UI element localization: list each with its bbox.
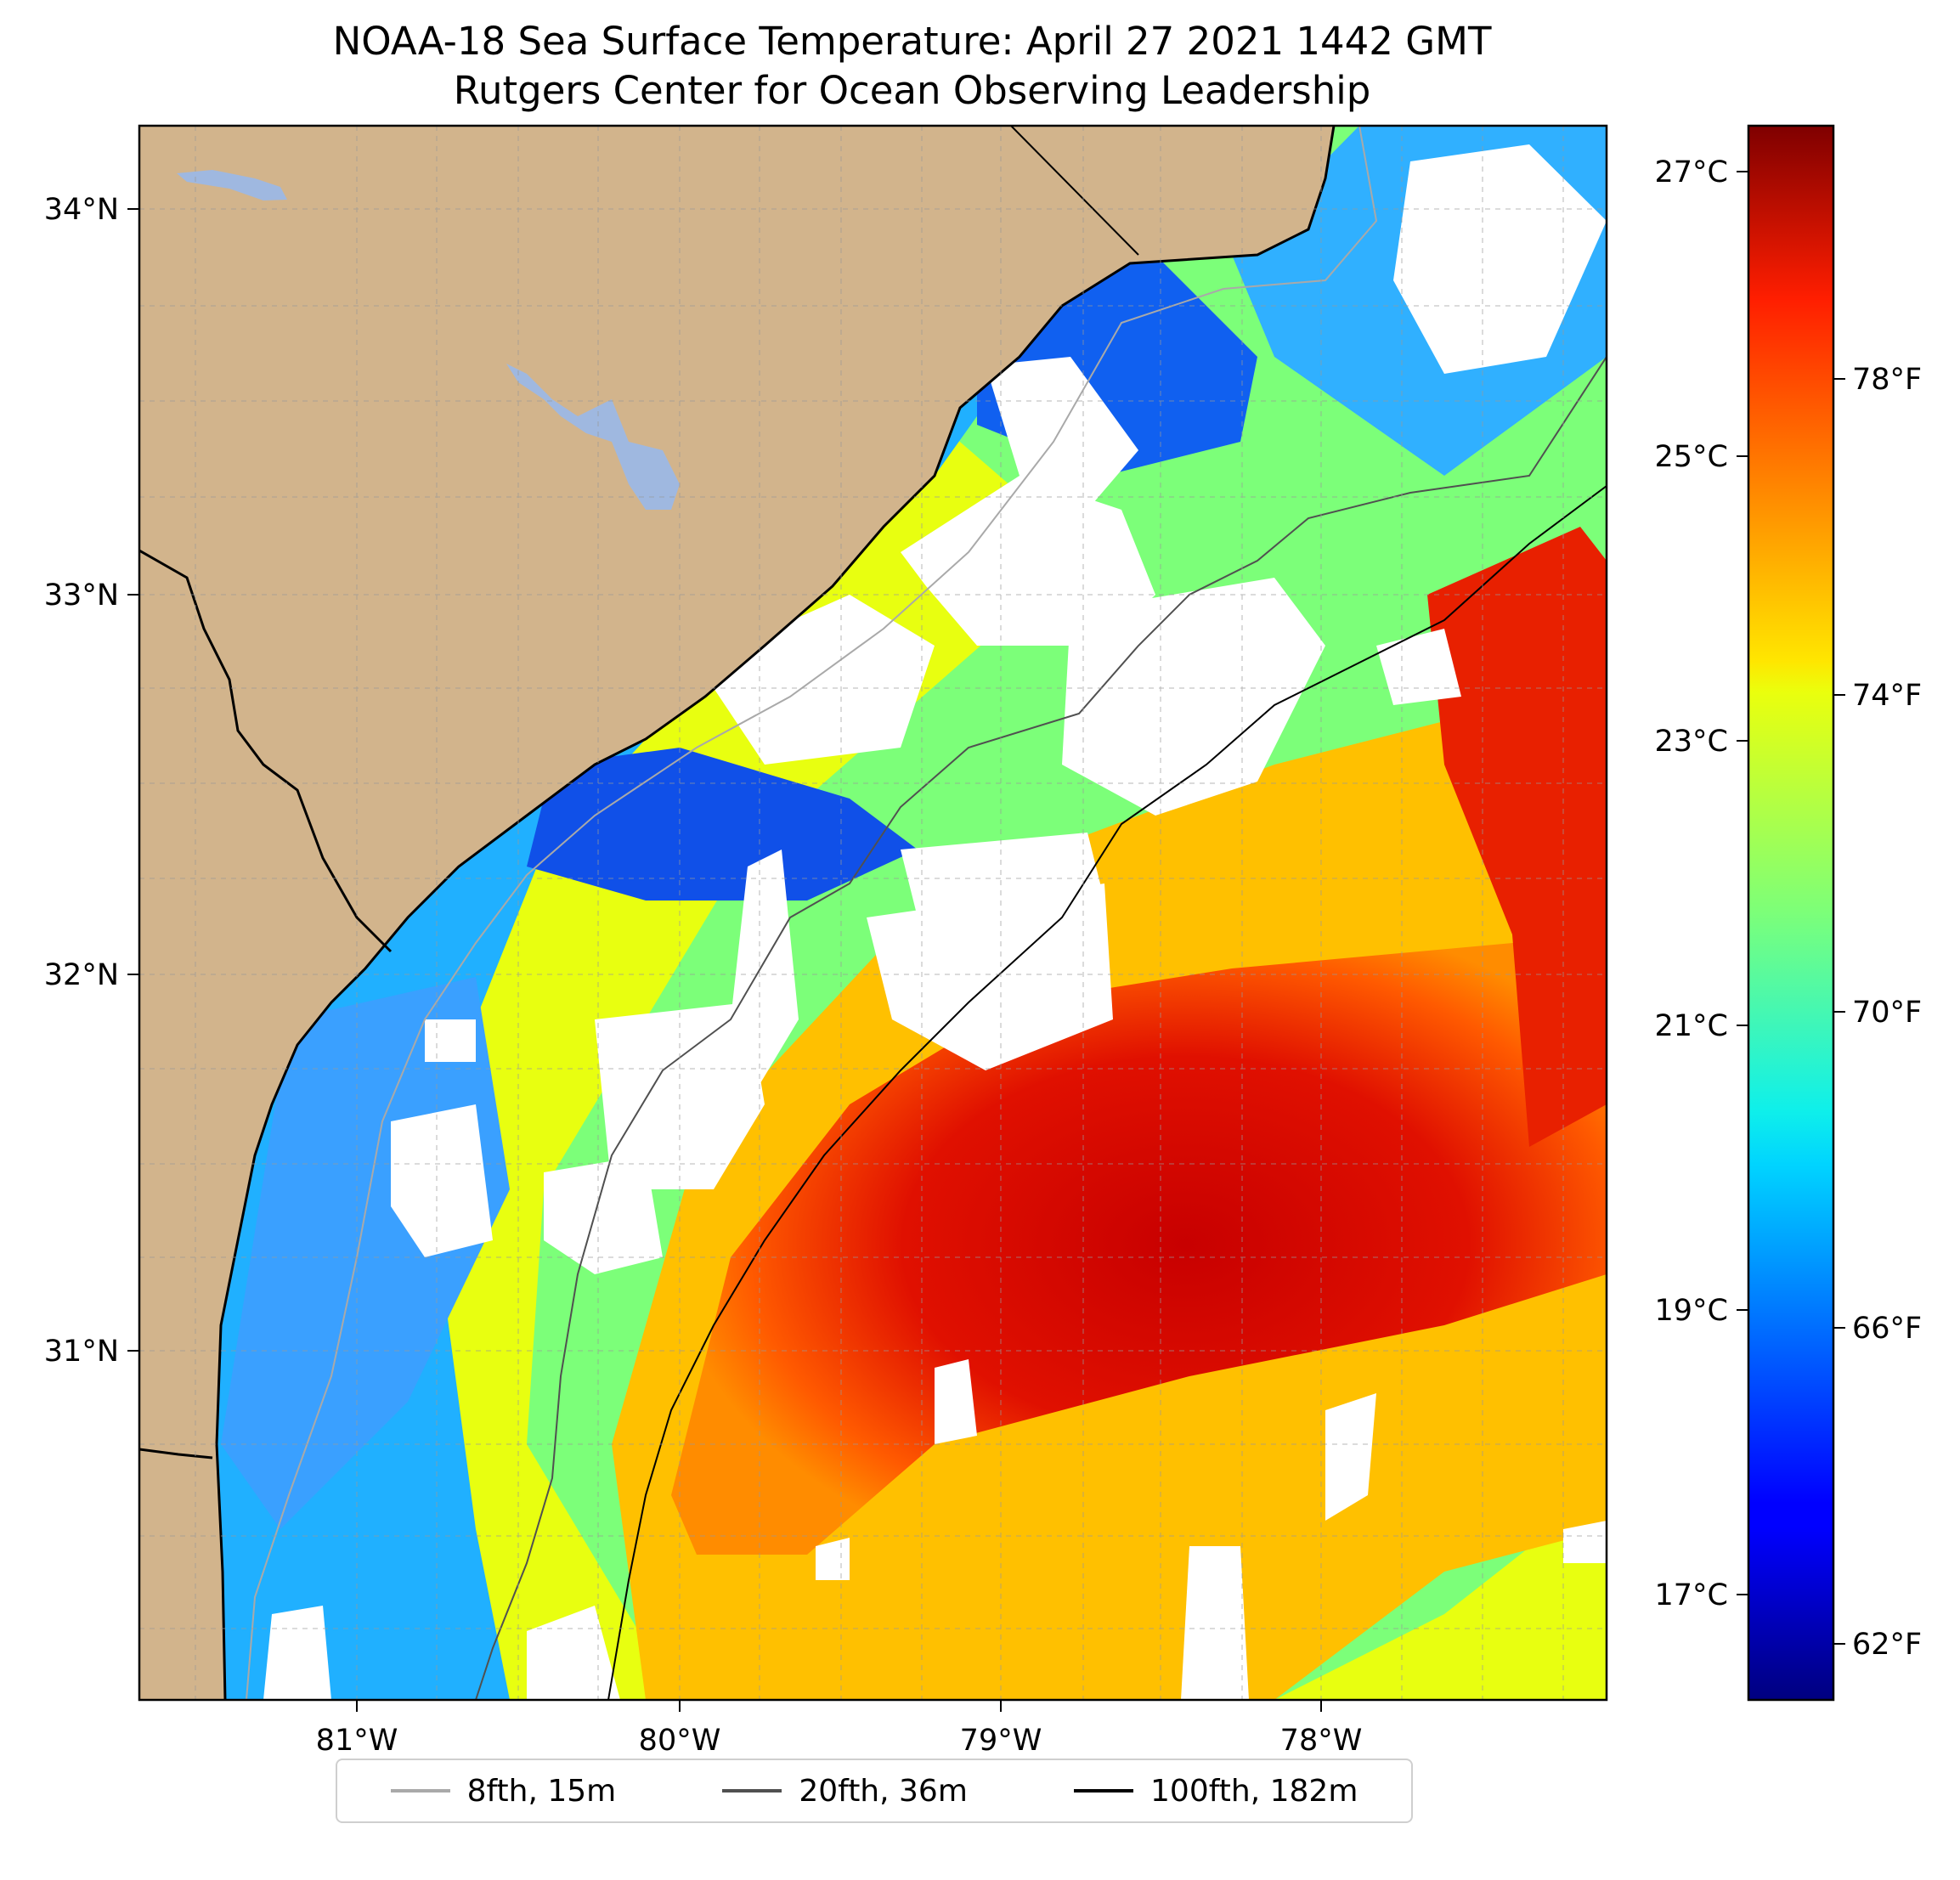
lat-tick-label: 32°N xyxy=(44,958,119,992)
colorbar-fahrenheit-label: 62°F xyxy=(1852,1628,1922,1662)
lat-tick-label: 33°N xyxy=(44,579,119,613)
colorbar-gradient xyxy=(1747,124,1835,1702)
colorbar-celsius-label: 25°C xyxy=(1655,440,1728,474)
legend-label: 100fth, 182m xyxy=(1150,1773,1358,1809)
lat-tick-label: 34°N xyxy=(44,193,119,227)
legend-item-8fth: 8fth, 15m xyxy=(390,1773,617,1809)
gulf-stream-core xyxy=(671,934,1607,1555)
lon-tick-label: 79°W xyxy=(960,1724,1042,1758)
legend-label: 20fth, 36m xyxy=(799,1773,968,1809)
legend-item-20fth: 20fth, 36m xyxy=(722,1774,968,1809)
lon-axis: 81°W 80°W 79°W 78°W xyxy=(316,1700,1363,1758)
colorbar-celsius-label: 17°C xyxy=(1655,1578,1728,1612)
legend-item-100fth: 100fth, 182m xyxy=(1074,1774,1358,1809)
state-border-nc-sc xyxy=(1010,126,1139,256)
map-area xyxy=(139,126,1607,1700)
isobath-8fth xyxy=(246,126,1378,1700)
colorbar-celsius-label: 23°C xyxy=(1655,725,1728,759)
colorbar-fahrenheit-label: 66°F xyxy=(1852,1312,1922,1346)
lon-tick-label: 81°W xyxy=(316,1724,398,1758)
colorbar-celsius-label: 19°C xyxy=(1655,1294,1728,1328)
colorbar: 27°C 25°C 23°C 21°C 19°C 17°C 78°F 74°F … xyxy=(1655,124,1922,1702)
isobath-20fth xyxy=(475,356,1607,1700)
lat-axis: 34°N 33°N 32°N 31°N xyxy=(44,193,139,1369)
land-mass xyxy=(139,126,1334,1700)
colorbar-celsius-label: 21°C xyxy=(1655,1009,1728,1043)
legend-line-swatch xyxy=(390,1789,450,1792)
state-border-sc-ga xyxy=(139,549,393,953)
legend-line-swatch xyxy=(722,1789,782,1792)
colorbar-fahrenheit-label: 70°F xyxy=(1852,996,1922,1030)
map-subtitle: Rutgers Center for Ocean Observing Leade… xyxy=(453,68,1371,113)
legend-label: 8fth, 15m xyxy=(466,1773,617,1809)
isobath-100fth xyxy=(607,485,1607,1700)
colorbar-fahrenheit-label: 74°F xyxy=(1852,679,1922,713)
gulf-stream-north xyxy=(1427,527,1607,1147)
map-frame xyxy=(138,124,1608,1702)
state-border-ga-fl xyxy=(139,1448,213,1459)
cold-patch-central xyxy=(527,748,918,900)
legend-line-swatch xyxy=(1074,1789,1134,1792)
coastline xyxy=(215,126,1336,1700)
colorbar-fahrenheit-label: 78°F xyxy=(1852,363,1922,397)
graticule xyxy=(139,126,1607,1700)
colorbar-celsius-label: 27°C xyxy=(1655,155,1728,189)
map-title: NOAA-18 Sea Surface Temperature: April 2… xyxy=(332,19,1492,64)
lon-tick-label: 80°W xyxy=(639,1724,721,1758)
cloud-mask xyxy=(263,144,1607,1700)
lakes xyxy=(177,170,680,510)
isobath-legend: 8fth, 15m 20fth, 36m 100fth, 182m xyxy=(336,1759,1413,1823)
lon-tick-label: 78°W xyxy=(1280,1724,1363,1758)
lat-tick-label: 31°N xyxy=(44,1335,119,1369)
